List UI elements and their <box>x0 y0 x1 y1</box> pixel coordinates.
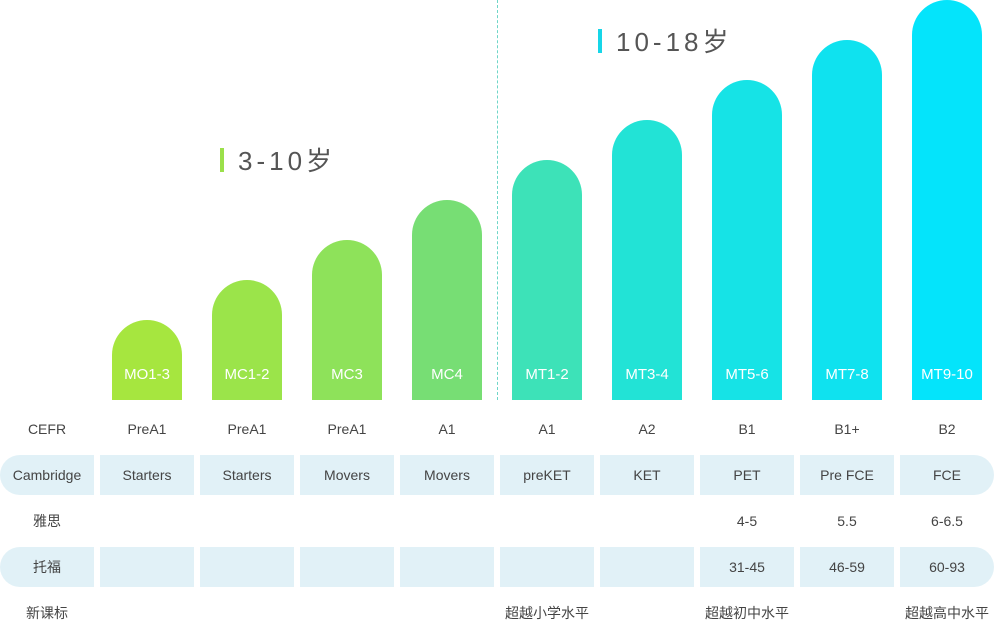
table-row: 新课标 超越小学水平 超越初中水平 超越高中水平 <box>0 593 994 633</box>
table-cell <box>200 501 294 541</box>
table-cell <box>200 547 294 587</box>
table-cell: 46-59 <box>800 547 894 587</box>
table-cell <box>500 501 594 541</box>
table-cell <box>300 593 394 633</box>
table-cell <box>500 547 594 587</box>
table-cell: 超越初中水平 <box>705 605 789 621</box>
table-cell <box>100 593 194 633</box>
level-bar-mt3-4: MT3-4 <box>612 120 682 400</box>
table-cell: A2 <box>638 421 656 437</box>
table-cell: B2 <box>938 421 956 437</box>
table-row: 雅思 4-5 5.5 6-6.5 <box>0 501 994 541</box>
table-cell: PreA1 <box>327 421 367 437</box>
table-cell: Starters <box>200 455 294 495</box>
level-bar-label: MC4 <box>431 366 463 383</box>
table-cell: B1+ <box>834 421 860 437</box>
table-cell <box>800 593 894 633</box>
level-bar-mo1-3: MO1-3 <box>112 320 182 400</box>
level-bar-label: MC1-2 <box>224 366 270 383</box>
row-header: 托福 <box>0 547 94 587</box>
level-bar-label: MT9-10 <box>921 366 973 383</box>
age-marker <box>220 147 224 172</box>
row-header: 新课标 <box>26 605 68 621</box>
level-bar-label: MT7-8 <box>825 366 869 383</box>
table-cell: 超越高中水平 <box>905 605 989 621</box>
table-cell <box>100 501 194 541</box>
age-text: 3-10岁 <box>238 146 337 176</box>
level-bar-mt1-2: MT1-2 <box>512 160 582 400</box>
row-header: 雅思 <box>33 513 61 529</box>
level-bar-mc4: MC4 <box>412 200 482 400</box>
table-cell: KET <box>600 455 694 495</box>
level-bar-label: MC3 <box>331 366 363 383</box>
table-cell: Starters <box>100 455 194 495</box>
table-cell: A1 <box>538 421 556 437</box>
level-bars: MO1-3 MC1-2 MC3 MC4 MT1-2 MT3-4 MT5-6 MT7-8 MT9-… <box>112 0 982 400</box>
table-cell <box>300 501 394 541</box>
level-bar-mt9-10: MT9-10 <box>912 0 982 400</box>
level-bar-mt7-8: MT7-8 <box>812 40 882 400</box>
table-cell: PreA1 <box>127 421 167 437</box>
table-cell: 6-6.5 <box>931 513 963 529</box>
table-cell <box>100 547 194 587</box>
table-row: Cambridge Starters Starters Movers Movers pre… <box>0 455 994 495</box>
table-cell <box>600 501 694 541</box>
age-label-10-18: 10-18岁 <box>598 22 733 59</box>
table-cell: Movers <box>400 455 494 495</box>
table-cell: A1 <box>438 421 456 437</box>
table-cell: 超越小学水平 <box>505 605 589 621</box>
table-cell: Movers <box>300 455 394 495</box>
table-cell: 4-5 <box>736 513 758 529</box>
table-cell: 60-93 <box>900 547 994 587</box>
level-bar-mt5-6: MT5-6 <box>712 80 782 400</box>
table-cell: preKET <box>500 455 594 495</box>
age-marker <box>598 28 602 53</box>
table-cell: 5.5 <box>837 513 857 529</box>
level-bar-mc3: MC3 <box>312 240 382 400</box>
table-cell <box>300 547 394 587</box>
table-cell: B1 <box>738 421 756 437</box>
table-cell: 31-45 <box>700 547 794 587</box>
table-cell: Pre FCE <box>800 455 894 495</box>
level-bar-mc1-2: MC1-2 <box>212 280 282 400</box>
level-bar-label: MT3-4 <box>625 366 669 383</box>
table-cell <box>400 593 494 633</box>
level-bar-label: MT1-2 <box>525 366 569 383</box>
table-cell <box>600 547 694 587</box>
row-header: CEFR <box>27 421 67 437</box>
table-cell: FCE <box>900 455 994 495</box>
age-label-3-10: 3-10岁 <box>220 141 336 178</box>
table-row: 托福 31-45 46-59 60-93 <box>0 547 994 587</box>
table-cell <box>400 501 494 541</box>
table-cell <box>200 593 294 633</box>
age-divider-line <box>497 0 498 400</box>
level-bar-label: MT5-6 <box>725 366 769 383</box>
table-cell <box>600 593 694 633</box>
table-cell: PET <box>700 455 794 495</box>
table-cell: PreA1 <box>227 421 267 437</box>
level-bar-label: MO1-3 <box>124 366 170 383</box>
table-cell <box>400 547 494 587</box>
table-row: CEFR PreA1 PreA1 PreA1 A1 A1 A2 B1 B1+ B2 <box>0 409 994 449</box>
row-header: Cambridge <box>0 455 94 495</box>
age-text: 10-18岁 <box>616 27 733 57</box>
